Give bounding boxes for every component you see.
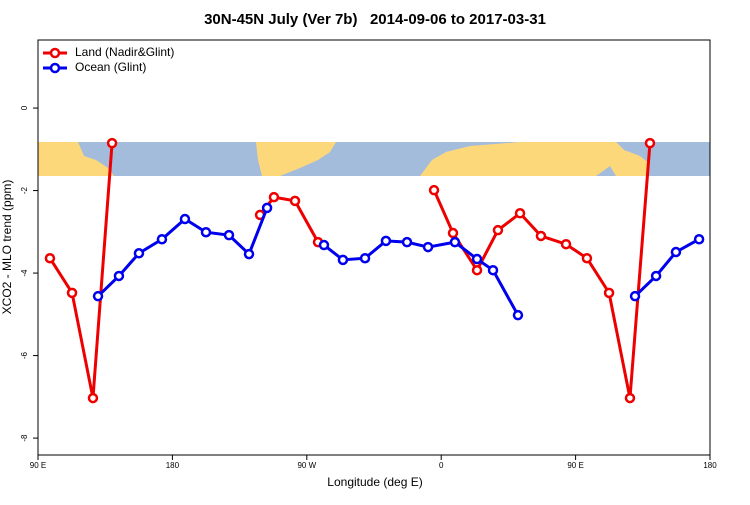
data-point	[268, 191, 280, 203]
x-axis-label: Longitude (deg E)	[327, 475, 422, 489]
data-point	[359, 252, 371, 264]
land-shape	[420, 142, 650, 176]
y-tick-label: -4	[20, 269, 29, 277]
data-point	[243, 248, 255, 260]
plot-frame	[37, 39, 711, 456]
x-tick-label: 90 E	[30, 461, 46, 470]
data-point	[624, 392, 636, 404]
legend-label: Land (Nadir&Glint)	[75, 45, 174, 59]
y-tick-label: -2	[20, 186, 29, 194]
y-tick-label: 0	[20, 105, 29, 110]
legend-marker	[49, 62, 61, 74]
data-point	[670, 246, 682, 258]
data-point	[581, 252, 593, 264]
data-point	[693, 233, 705, 245]
data-point	[401, 236, 413, 248]
map-band	[38, 142, 710, 176]
data-point	[380, 235, 392, 247]
x-tick-label: 90 E	[567, 461, 583, 470]
data-point	[106, 137, 118, 149]
data-point	[113, 270, 125, 282]
data-point	[644, 137, 656, 149]
land-shape	[38, 142, 114, 176]
data-point	[471, 253, 483, 265]
data-point	[492, 224, 504, 236]
legend-label: Ocean (Glint)	[75, 60, 146, 74]
data-point	[560, 238, 572, 250]
data-point	[487, 264, 499, 276]
land-shape	[256, 142, 336, 176]
data-point	[337, 254, 349, 266]
data-point	[87, 392, 99, 404]
data-point	[471, 264, 483, 276]
data-point	[223, 229, 235, 241]
data-point	[156, 233, 168, 245]
data-point	[179, 213, 191, 225]
chart-title: 30N-45N July (Ver 7b) 2014-09-06 to 2017…	[204, 11, 546, 28]
data-point	[200, 226, 212, 238]
data-point	[92, 290, 104, 302]
legend-marker	[49, 47, 61, 59]
series-line	[48, 143, 652, 399]
data-point	[428, 184, 440, 196]
y-tick-label: -6	[20, 351, 29, 359]
data-point	[535, 230, 547, 242]
data-point	[422, 241, 434, 253]
y-axis-label: XCO2 - MLO trend (ppm)	[0, 180, 14, 315]
x-tick-label: 0	[439, 461, 444, 470]
data-point	[318, 239, 330, 251]
data-point	[603, 287, 615, 299]
data-point	[449, 236, 461, 248]
data-point	[514, 208, 526, 219]
data-point	[629, 290, 641, 302]
data-point	[44, 252, 56, 264]
y-tick-label: -8	[20, 434, 29, 442]
data-point	[447, 227, 459, 239]
data-point	[289, 195, 301, 207]
data-point	[261, 202, 273, 214]
x-tick-label: 180	[703, 461, 717, 470]
data-point	[66, 287, 78, 299]
data-point	[133, 248, 145, 259]
sea-shape	[596, 166, 616, 176]
data-point	[512, 309, 524, 321]
data-point	[650, 270, 662, 282]
x-tick-label: 90 W	[297, 461, 316, 470]
x-tick-label: 180	[166, 461, 180, 470]
